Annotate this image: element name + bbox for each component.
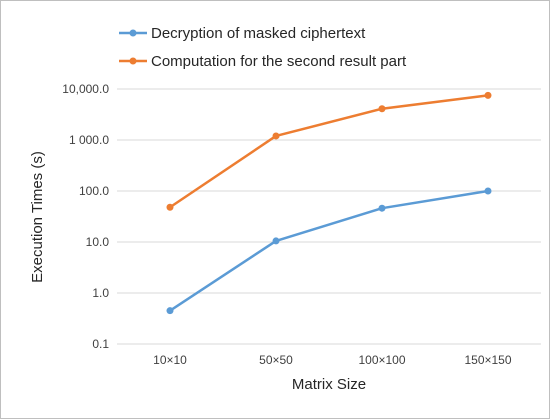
y-tick-label: 0.1 bbox=[92, 337, 109, 351]
data-point-computation bbox=[378, 105, 386, 113]
gridlines bbox=[117, 88, 541, 294]
y-tick-label: 10.0 bbox=[86, 235, 110, 249]
data-point-decryption bbox=[484, 187, 492, 195]
series-line-decryption bbox=[169, 189, 489, 312]
legend-label-decryption: Decryption of masked ciphertext bbox=[151, 25, 366, 42]
y-tick-label: 1.0 bbox=[92, 286, 109, 300]
x-tick-label: 100×100 bbox=[358, 353, 405, 367]
x-tick-label: 10×10 bbox=[153, 353, 187, 367]
data-point-computation bbox=[272, 132, 280, 140]
legend-marker-decryption bbox=[129, 29, 137, 37]
y-tick-label: 10,000.0 bbox=[62, 82, 109, 96]
data-point-decryption bbox=[378, 204, 386, 212]
y-tick-label: 1 000.0 bbox=[69, 133, 109, 147]
legend-marker-computation bbox=[129, 57, 137, 65]
data-point-computation bbox=[484, 91, 492, 99]
data-point-computation bbox=[166, 203, 174, 211]
y-tick-label: 100.0 bbox=[79, 184, 109, 198]
data-point-decryption bbox=[272, 237, 280, 245]
legend: Decryption of masked ciphertext Computati… bbox=[119, 25, 407, 70]
x-tick-label: 50×50 bbox=[259, 353, 293, 367]
y-axis-ticks: 0.1 1.0 10.0 100.0 1 000.0 10,000.0 bbox=[62, 82, 109, 351]
legend-label-computation: Computation for the second result part bbox=[151, 53, 407, 70]
x-axis-ticks: 10×10 50×50 100×100 150×150 bbox=[153, 353, 512, 367]
y-axis-title: Execution Times (s) bbox=[29, 151, 46, 283]
data-point-decryption bbox=[166, 307, 174, 315]
x-tick-label: 150×150 bbox=[464, 353, 511, 367]
series-line-computation bbox=[169, 94, 489, 209]
x-axis-title: Matrix Size bbox=[292, 376, 366, 393]
series-group bbox=[166, 91, 492, 315]
